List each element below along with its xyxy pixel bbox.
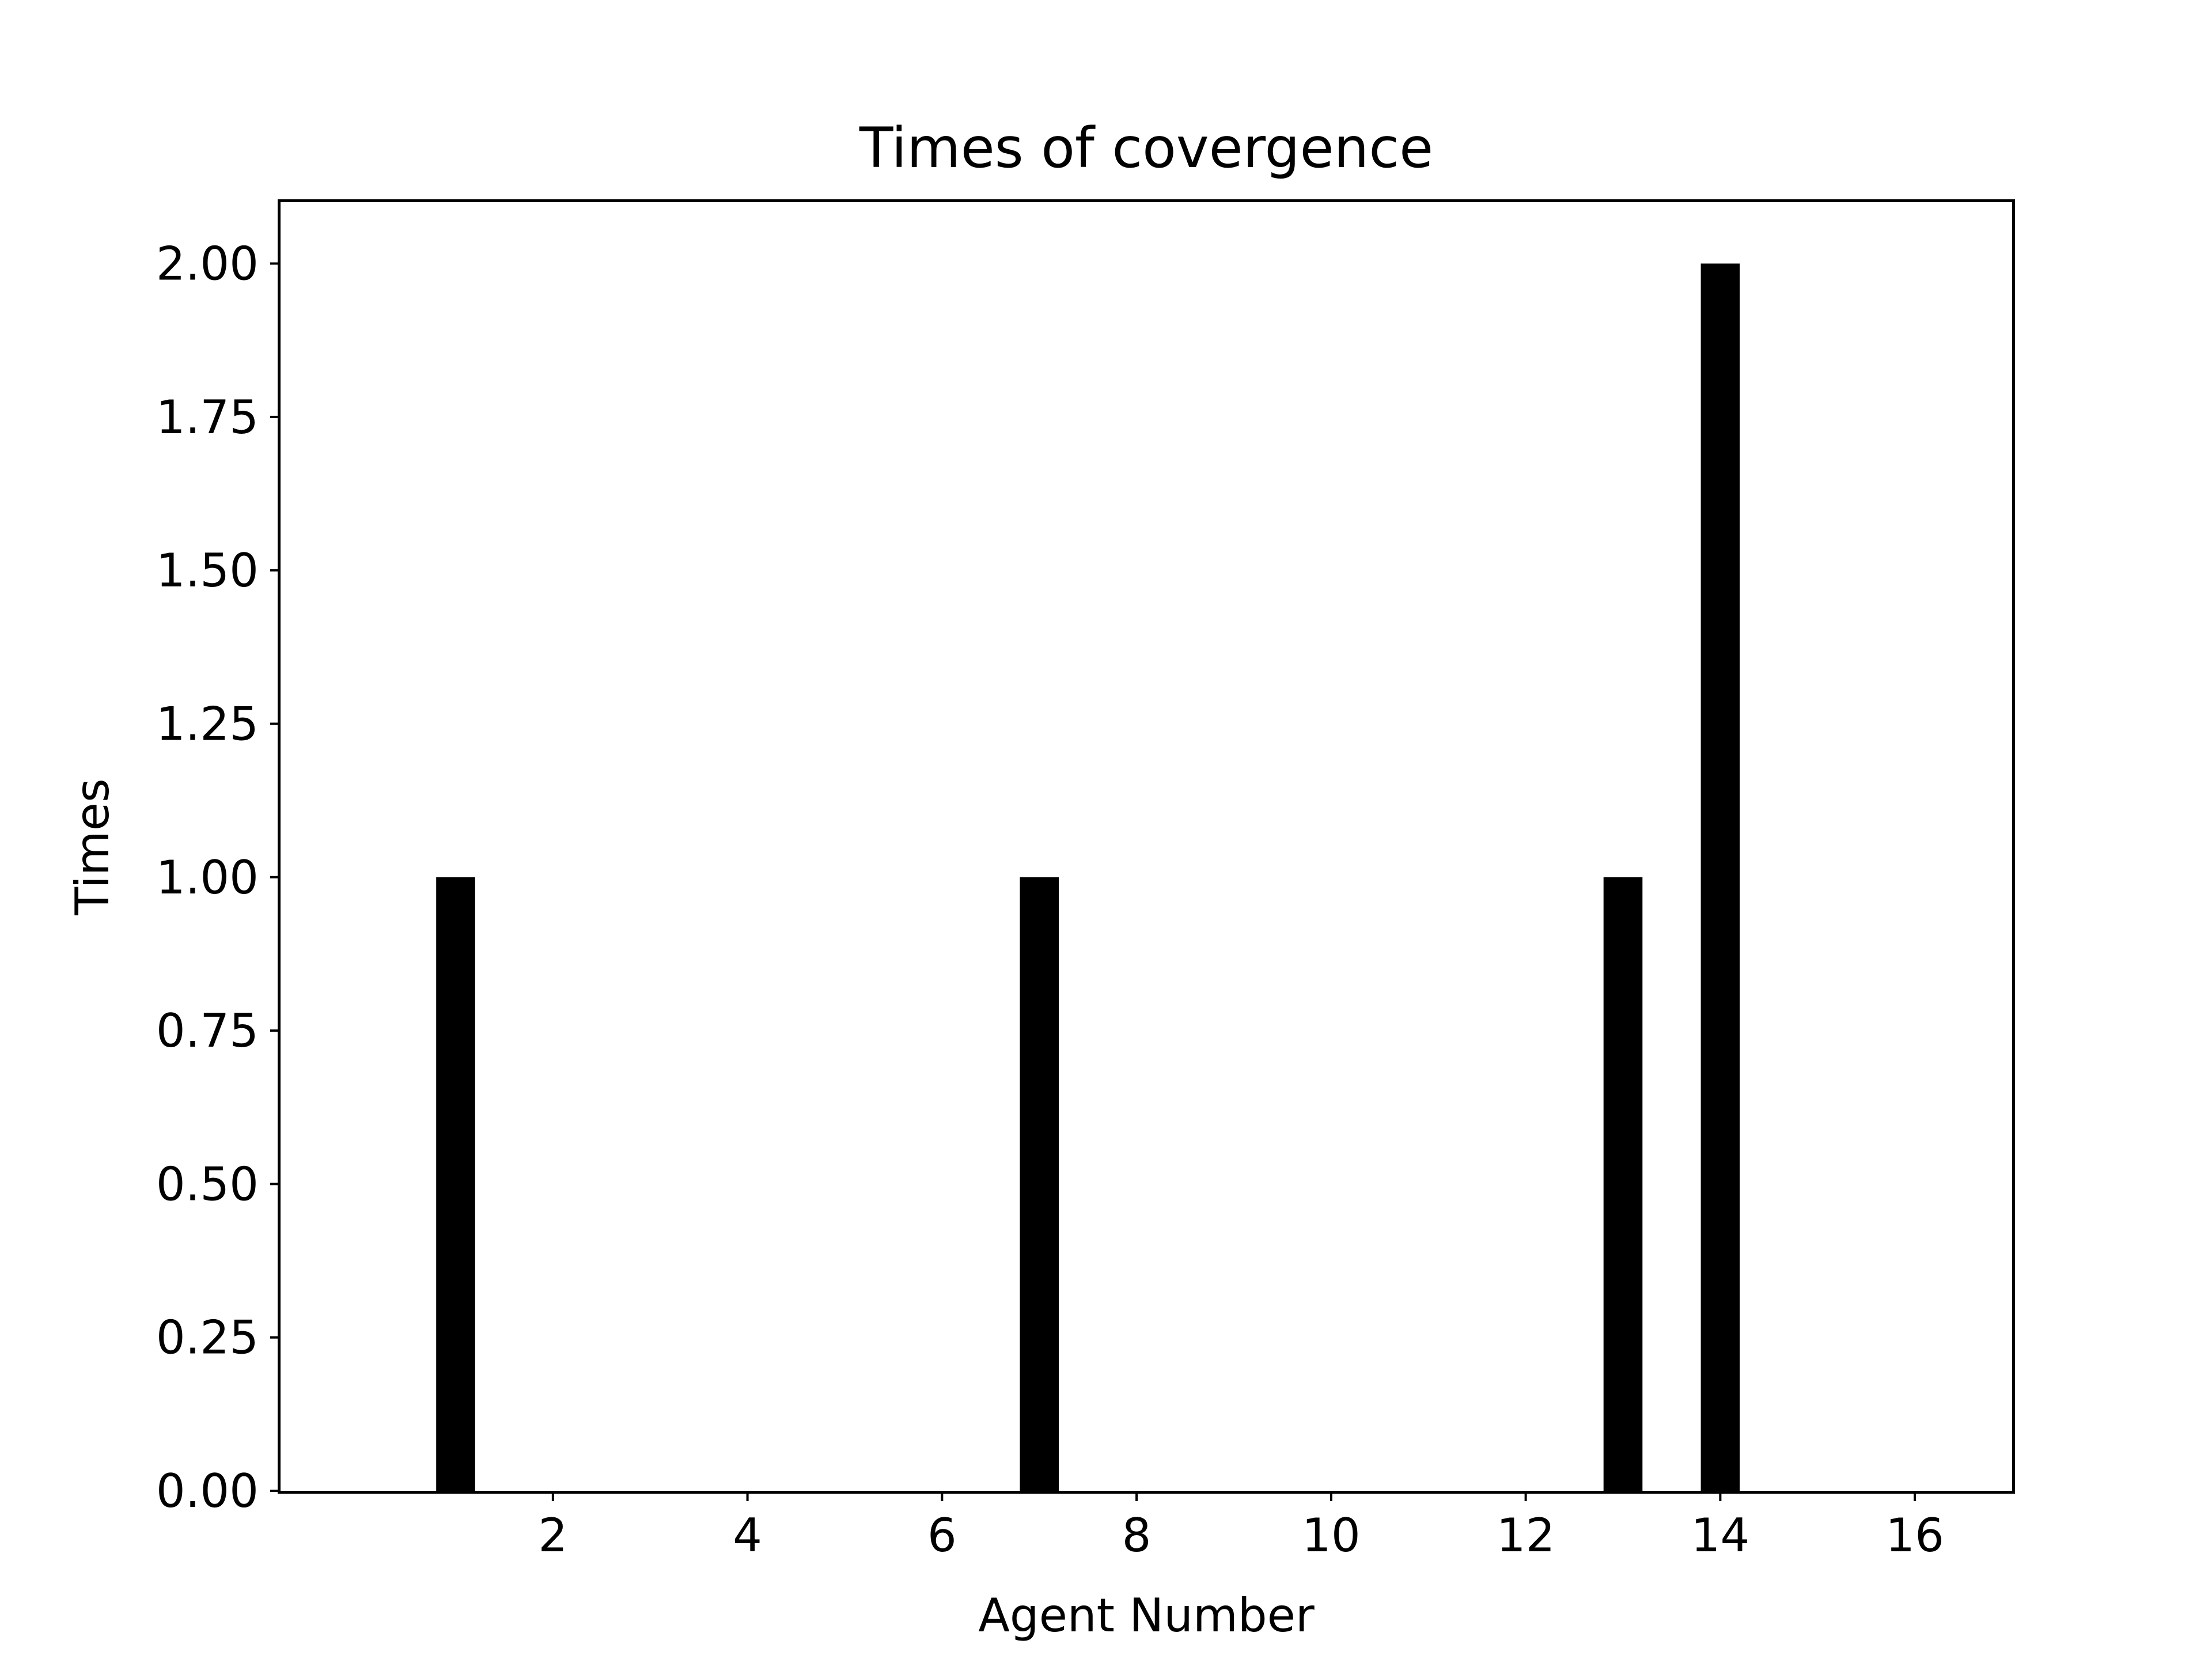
x-tick-label: 16	[1885, 1509, 1944, 1562]
y-tick-label: 0.00	[156, 1464, 259, 1518]
x-tick-label: 2	[538, 1509, 567, 1562]
x-tick-label: 10	[1302, 1509, 1361, 1562]
x-tick-label: 8	[1122, 1509, 1152, 1562]
y-tick-label: 1.50	[156, 544, 259, 597]
x-tick-label: 6	[927, 1509, 957, 1562]
y-tick-label: 0.25	[156, 1311, 259, 1365]
bar-agent-13	[1603, 877, 1643, 1491]
y-tick-label: 1.00	[156, 851, 259, 904]
bar-agent-7	[1020, 877, 1059, 1491]
y-axis-ticks: 0.00 0.25 0.50 0.75 1.00 1.25 1.50 1.75 2.00	[156, 237, 281, 1518]
x-axis-label: Agent Number	[978, 1589, 1315, 1642]
x-tick-label: 14	[1691, 1509, 1749, 1562]
y-tick-label: 1.75	[156, 391, 259, 444]
chart-title: Times of covergence	[859, 116, 1433, 180]
y-axis-label: Times	[66, 778, 119, 915]
x-tick-label: 4	[733, 1509, 762, 1562]
x-axis-ticks: 2 4 6 8 10 12 14 16	[538, 1491, 1944, 1562]
plot-frame	[278, 199, 2015, 1494]
y-tick-label: 2.00	[156, 237, 259, 291]
x-tick-label: 12	[1497, 1509, 1555, 1562]
y-tick-label: 0.50	[156, 1157, 259, 1211]
y-tick-label: 1.25	[156, 697, 259, 751]
bars-group	[436, 263, 1740, 1491]
bar-agent-14	[1700, 263, 1740, 1491]
bar-agent-1	[436, 877, 475, 1491]
y-tick-label: 0.75	[156, 1004, 259, 1058]
